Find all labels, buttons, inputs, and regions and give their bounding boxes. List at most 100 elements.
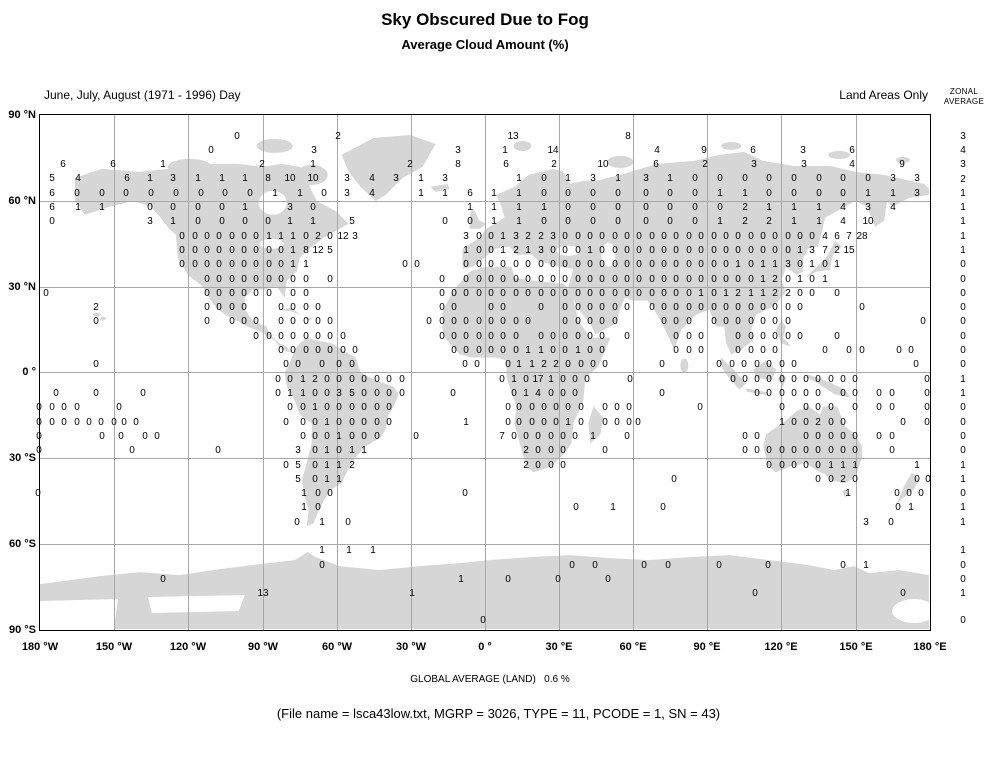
grid-value: 0 [336,374,342,385]
grid-value: 0 [562,274,568,285]
grid-value: 0 [779,374,785,385]
grid-value: 2 [335,131,341,142]
grid-value: 0 [324,374,330,385]
grid-value: 0 [888,517,894,528]
grid-value: 0 [216,288,222,299]
grid-value: 0 [779,402,785,413]
grid-value: 0 [513,288,519,299]
grid-value: 0 [865,173,871,184]
grid-value: 4 [849,159,855,170]
grid-value: 0 [310,202,316,213]
grid-value: 0 [673,259,679,270]
grid-value: 0 [729,359,735,370]
grid-value: 2 [525,231,531,242]
grid-value: 0 [828,431,834,442]
grid-value: 1 [300,374,306,385]
grid-value: 0 [312,460,318,471]
grid-value: 0 [204,259,210,270]
grid-value: 1 [324,445,330,456]
grid-value: 0 [550,259,556,270]
grid-value: 0 [626,417,632,428]
grid-value: 0 [253,259,259,270]
grid-value: 0 [290,331,296,342]
grid-value: 0 [686,231,692,242]
grid-value: 0 [735,316,741,327]
grid-value: 0 [513,259,519,270]
grid-value: 0 [315,502,321,513]
grid-value: 3 [344,188,350,199]
grid-value: 0 [198,188,204,199]
grid-value: 0 [241,302,247,313]
grid-value: 1 [324,417,330,428]
grid-value: 0 [575,274,581,285]
grid-value: 0 [179,231,185,242]
grid-value: 0 [36,445,42,456]
grid-value: 0 [661,288,667,299]
grid-value: 0 [275,374,281,385]
grid-value: 0 [216,231,222,242]
zonal-average-value: 0 [960,445,966,456]
grid-value: 0 [35,488,41,499]
grid-value: 0 [766,188,772,199]
grid-value: 1 [319,545,325,556]
grid-value: 0 [797,331,803,342]
grid-value: 0 [290,345,296,356]
zonal-average-value: 1 [960,202,966,213]
grid-value: 0 [439,316,445,327]
grid-value: 3 [344,173,350,184]
grid-value: 0 [538,288,544,299]
grid-value: 1 [834,259,840,270]
grid-value: 0 [754,445,760,456]
grid-value: 0 [590,202,596,213]
grid-value: 0 [488,274,494,285]
grid-value: 0 [643,216,649,227]
grid-value: 0 [760,302,766,313]
grid-value: 1 [538,345,544,356]
grid-value: 3 [590,173,596,184]
grid-value: 0 [575,245,581,256]
grid-value: 0 [93,316,99,327]
grid-value: 0 [828,474,834,485]
grid-value: 0 [803,402,809,413]
grid-value: 0 [216,245,222,256]
grid-value: 0 [779,388,785,399]
grid-value: 3 [463,231,469,242]
grid-value: 0 [859,345,865,356]
grid-value: 3 [147,216,153,227]
grid-value: 0 [241,316,247,327]
grid-value: 1 [516,216,522,227]
grid-value: 0 [278,302,284,313]
grid-value: 0 [439,331,445,342]
grid-value: 0 [748,345,754,356]
grid-value: 0 [287,402,293,413]
grid-value: 9 [899,159,905,170]
grid-value: 0 [772,245,778,256]
grid-value: 1 [99,202,105,213]
grid-value: 13 [507,131,519,142]
grid-value: 0 [587,259,593,270]
grid-value: 0 [118,431,124,442]
zonal-average-value: 0 [960,316,966,327]
zonal-average-value: 1 [960,474,966,485]
grid-value: 2 [702,159,708,170]
grid-value: 0 [590,359,596,370]
grid-value: 0 [303,345,309,356]
grid-value: 0 [513,345,519,356]
grid-value: 1 [797,245,803,256]
plot-frame [39,114,931,631]
grid-value: 0 [791,445,797,456]
grid-value: 0 [924,402,930,413]
grid-value: 0 [550,345,556,356]
grid-value: 0 [766,173,772,184]
grid-value: 0 [785,316,791,327]
grid-value: 0 [327,345,333,356]
grid-value: 0 [797,231,803,242]
grid-value: 1 [195,173,201,184]
zonal-average-header: ZONAL AVERAGE [933,87,995,107]
grid-value: 5 [295,474,301,485]
land-shapes [40,134,929,629]
grid-value: 4 [822,231,828,242]
grid-value: 14 [547,145,559,156]
lon-tick-label: 0 ° [478,641,492,653]
grid-value: 6 [124,173,130,184]
